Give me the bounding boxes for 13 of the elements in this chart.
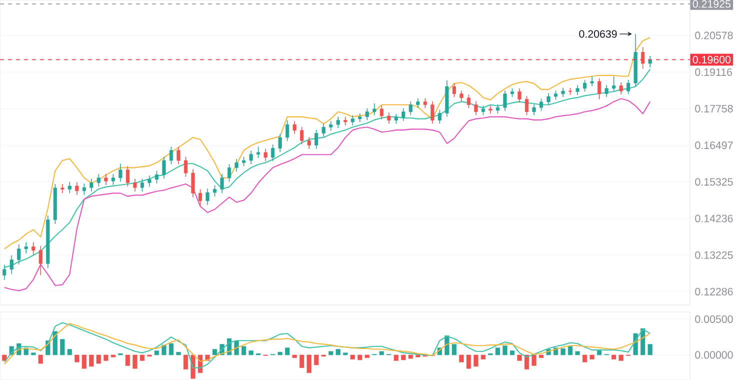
y-tick-label: 0.12286 [695,288,733,296]
y-tick-label: 0.20578 [695,32,733,40]
y-tick-label: 0.00500 [695,315,733,323]
y-tick-label: 0.13225 [695,251,733,259]
ref-line-label: 0.21925 [692,0,730,8]
y-tick-label: 0.14236 [695,214,733,222]
y-tick-label: 0.17758 [695,104,733,112]
y-tick-label: 0.19116 [695,68,732,76]
y-tick-label: 0.16497 [695,142,733,150]
annotation: 0.20639 [579,30,617,38]
y-tick-label: 0.15325 [695,178,733,186]
y-tick-label: 0.00000 [695,351,733,359]
ref-line-label: 0.19600 [692,56,731,64]
